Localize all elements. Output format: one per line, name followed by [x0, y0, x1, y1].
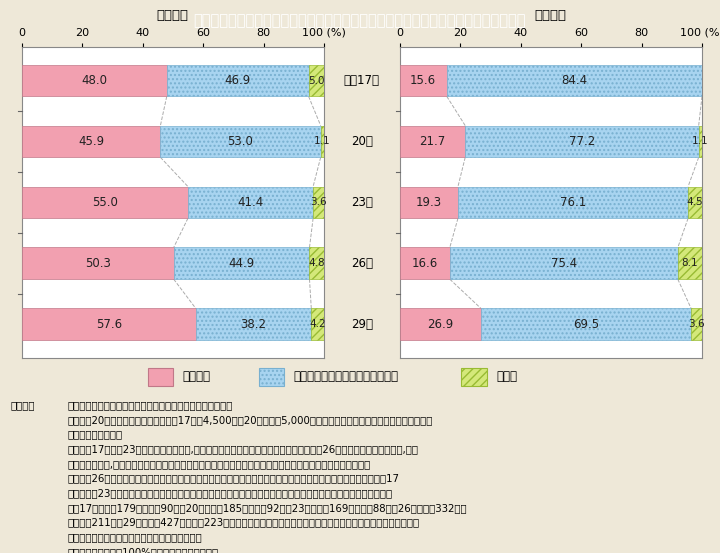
Bar — [22, 126, 161, 157]
Text: 1.1: 1.1 — [314, 137, 330, 147]
Text: 48.0: 48.0 — [81, 74, 107, 87]
Text: 3.6: 3.6 — [310, 197, 327, 207]
Bar — [174, 248, 310, 279]
Bar — [691, 309, 702, 340]
Bar — [161, 126, 320, 157]
Bar — [462, 368, 487, 385]
Text: 53.0: 53.0 — [228, 135, 253, 148]
Text: 4.8: 4.8 — [308, 258, 325, 268]
Bar — [400, 186, 458, 218]
Bar — [450, 248, 678, 279]
Text: 45.9: 45.9 — [78, 135, 104, 148]
Text: 16.6: 16.6 — [412, 257, 438, 270]
Text: 4.2: 4.2 — [310, 319, 326, 329]
Bar — [22, 186, 188, 218]
Bar — [320, 126, 324, 157]
Bar — [22, 248, 174, 279]
Text: ３．平成17年から23年は「身体的暴行」,「心理的攻撃」及び「性的強要」のいずれか，26年以降は「身体的暴行」,「心: ３．平成17年から23年は「身体的暴行」,「心理的攻撃」及び「性的強要」のいずれ… — [67, 444, 418, 454]
Bar — [196, 309, 311, 340]
Bar — [400, 65, 447, 96]
Text: 77.2: 77.2 — [569, 135, 595, 148]
Bar — [258, 368, 284, 385]
Bar — [309, 65, 324, 96]
Text: Ｉ－７－４図　配偶者からの被害経験のある者のうち誰かに相談した者の割合の推移: Ｉ－７－４図 配偶者からの被害経験のある者のうち誰かに相談した者の割合の推移 — [194, 13, 526, 28]
Text: 38.2: 38.2 — [240, 318, 266, 331]
Text: 無回答: 無回答 — [496, 370, 517, 383]
Text: ４．平成26年以降は，期間を区切らずに，配偶者から何らかの被害を受けたことがあった者について集計。また，17: ４．平成26年以降は，期間を区切らずに，配偶者から何らかの被害を受けたことがあっ… — [67, 473, 399, 483]
Bar — [188, 186, 313, 218]
Bar — [447, 65, 702, 96]
Text: 1.1: 1.1 — [692, 137, 708, 147]
Text: 20年: 20年 — [351, 135, 373, 148]
Bar — [465, 126, 698, 157]
Text: ２．全国20歳以上の男女を対象（平成17年は4,500人，20年以降は5,000人）とした無作為抽出によるアンケート調査: ２．全国20歳以上の男女を対象（平成17年は4,500人，20年以降は5,000… — [67, 415, 433, 425]
Text: 50.3: 50.3 — [85, 257, 111, 270]
Text: 4.5: 4.5 — [687, 197, 703, 207]
Text: 26.9: 26.9 — [427, 318, 454, 331]
Text: 理的攻撃」,「経済的圧迫」及び「性的強要」のいずれかの被害経験について誰かに相談した経験を調査。: 理的攻撃」,「経済的圧迫」及び「性的強要」のいずれかの被害経験について誰かに相談… — [67, 459, 370, 469]
Bar — [22, 65, 167, 96]
Bar — [310, 248, 324, 279]
Text: 41.4: 41.4 — [238, 196, 264, 209]
Text: 15.6: 15.6 — [410, 74, 436, 87]
Text: 3.6: 3.6 — [688, 319, 705, 329]
Text: 29年: 29年 — [351, 318, 373, 331]
Text: ＜男性＞: ＜男性＞ — [535, 9, 567, 22]
Bar — [313, 186, 324, 218]
Text: 平成17年: 平成17年 — [344, 74, 380, 87]
Text: １．内閣府「男女間における暴力に関する調査」より作成。: １．内閣府「男女間における暴力に関する調査」より作成。 — [67, 400, 233, 410]
Text: 17年が女性179人，男性90人，20年が女性185人，男性92人，23年が女性169人，男性88人，26年が女性332人，: 17年が女性179人，男性90人，20年が女性185人，男性92人，23年が女性… — [67, 503, 467, 513]
Bar — [688, 186, 702, 218]
Text: 76.1: 76.1 — [560, 196, 586, 209]
Text: 46.9: 46.9 — [225, 74, 251, 87]
Text: 26年: 26年 — [351, 257, 373, 270]
Text: 8.1: 8.1 — [682, 258, 698, 268]
Text: 年から23年は，過去５年以内に配偶者から何らかの被害を受けたことがあった者について集計。集計対象者は，: 年から23年は，過去５年以内に配偶者から何らかの被害を受けたことがあった者につい… — [67, 488, 392, 498]
Bar — [400, 248, 450, 279]
Bar — [400, 309, 481, 340]
Text: ＜女性＞: ＜女性＞ — [157, 9, 189, 22]
Text: 23年: 23年 — [351, 196, 373, 209]
Bar — [698, 126, 702, 157]
Text: 21.7: 21.7 — [419, 135, 446, 148]
Text: の結果による。: の結果による。 — [67, 430, 122, 440]
Bar — [678, 248, 702, 279]
Text: 5.0: 5.0 — [308, 76, 325, 86]
Bar — [458, 186, 688, 218]
Bar — [167, 65, 309, 96]
Text: 75.4: 75.4 — [551, 257, 577, 270]
Text: どこ（だれ）にも相談しなかった: どこ（だれ）にも相談しなかった — [293, 370, 398, 383]
Bar — [311, 309, 324, 340]
Text: 19.3: 19.3 — [415, 196, 442, 209]
Text: （備考）: （備考） — [11, 400, 35, 410]
Bar — [22, 309, 196, 340]
Text: 44.9: 44.9 — [228, 257, 255, 270]
Text: 57.6: 57.6 — [96, 318, 122, 331]
Text: 相談した: 相談した — [183, 370, 210, 383]
Text: 男性211人，29年が女性427人，男性223人。前項「３」と合わせて，調査年により調査方法，設問内容等が異な: 男性211人，29年が女性427人，男性223人。前項「３」と合わせて，調査年に… — [67, 518, 419, 528]
Bar — [148, 368, 174, 385]
Text: 84.4: 84.4 — [562, 74, 588, 87]
Bar — [481, 309, 691, 340]
Text: ることから，時系列比較には注意を要する。: ることから，時系列比較には注意を要する。 — [67, 532, 202, 542]
Text: 69.5: 69.5 — [573, 318, 599, 331]
Bar — [400, 126, 465, 157]
Text: ５．四捨五入により100%とならない場合がある。: ５．四捨五入により100%とならない場合がある。 — [67, 547, 218, 553]
Text: 55.0: 55.0 — [92, 196, 117, 209]
